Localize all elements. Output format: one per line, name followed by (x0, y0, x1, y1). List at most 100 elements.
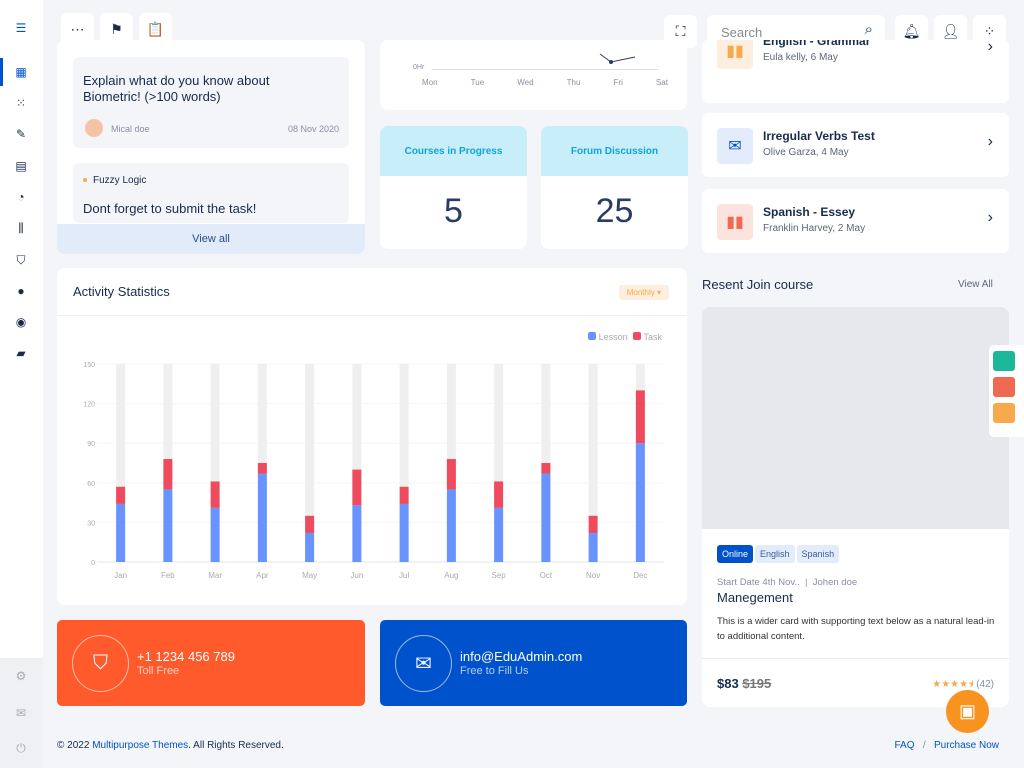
x-tick-label: Oct (540, 571, 553, 580)
chat-icon[interactable]: ▰ (16, 346, 26, 360)
faq-link[interactable]: FAQ (894, 740, 915, 751)
y-tick-label: 60 (87, 481, 95, 488)
bar-task (541, 463, 551, 474)
course-meta: Start Date 4th Nov.. | Johen doe (717, 577, 858, 588)
day-label: Mon (422, 78, 438, 87)
weekly-chart-card: 0Hr Mon Tue Wed Thu Fri Sat (380, 40, 687, 110)
course-image (702, 307, 1009, 529)
purchase-link[interactable]: Purchase Now (933, 740, 999, 751)
sidebar: ☰ ▦ ⁙ ✎ ▤ ◔ ⫼ ⛉ ● ◉ ▰ ⚙ ✉ ⏻ (0, 0, 43, 768)
y-tick-label: 150 (83, 362, 95, 369)
date: 08 Nov 2020 (287, 124, 339, 134)
chart-pie-icon[interactable]: ◔ (17, 190, 25, 204)
y-tick-label: 0 (91, 560, 95, 567)
settings-icon[interactable]: ⚙ (15, 669, 27, 683)
tag[interactable]: Online (717, 545, 754, 563)
apps-icon[interactable]: ⁙ (15, 96, 27, 110)
mail-icon: ✉ (717, 128, 753, 164)
document-icon[interactable]: ▤ (15, 159, 27, 173)
day-label: Thu (566, 78, 581, 87)
mail-icon[interactable]: ✉ (15, 706, 27, 720)
lesson-item[interactable]: ▮▮ Spanish - Essey Franklin Harvey, 2 May… (702, 189, 1009, 253)
lesson-title: Irregular Verbs Test (763, 129, 875, 143)
edit-icon[interactable]: ✎ (15, 127, 27, 141)
view-all-button[interactable]: View all (57, 224, 365, 254)
bar-lesson (210, 507, 220, 562)
y-tick-label: 30 (87, 520, 95, 527)
window-icon[interactable] (993, 403, 1015, 423)
lesson-title: Spanish - Essey (763, 205, 856, 219)
lesson-item[interactable]: ✉ Irregular Verbs Test Olive Garza, 4 May… (702, 113, 1009, 177)
x-axis-labels: Mon Tue Wed Thu Fri Sat (422, 78, 668, 87)
lesson-item[interactable]: ▮▮ English - Grammar Eula kelly, 6 May › (702, 40, 1009, 103)
chat-fab-button[interactable]: ▣ (946, 690, 989, 733)
divider (702, 658, 1009, 659)
price: $83 $195 (717, 676, 771, 691)
power-icon[interactable]: ⏻ (16, 741, 26, 755)
bar-lesson (305, 532, 315, 562)
tag[interactable]: Spanish (796, 545, 840, 563)
stat-value: 25 (595, 192, 634, 230)
copyright: © 2022 Multipurpose Themes. All Rights R… (57, 740, 284, 751)
topic-text: Dont forget to submit the task! (83, 201, 257, 216)
brand-link[interactable]: Multipurpose Themes (92, 740, 189, 751)
sidebar-footer: ⚙ ✉ ⏻ (0, 658, 43, 768)
activity-statistics-card: Activity Statistics Monthly ▾ Lesson Tas… (57, 268, 687, 605)
contact-line1: +1 1234 456 789 (137, 649, 235, 664)
basket-icon: ⛉ (72, 635, 129, 692)
floating-toolbar (989, 345, 1024, 437)
courses-in-progress-card[interactable]: Courses in Progress 5 (380, 126, 527, 249)
basket-icon[interactable]: ⛉ (16, 253, 26, 267)
image-icon[interactable] (993, 377, 1015, 397)
copyright-year: © 2022 (57, 740, 90, 751)
chevron-right-icon[interactable]: › (987, 133, 993, 150)
questions-card: Explain what do you know about Biometric… (57, 40, 365, 254)
contact-line2: Toll Free (137, 665, 180, 677)
chevron-right-icon[interactable]: › (987, 40, 993, 55)
camera-icon[interactable] (993, 351, 1015, 371)
author: Mical doe (111, 124, 150, 134)
bar-lesson (163, 489, 173, 562)
view-all-link[interactable]: View All (958, 279, 993, 290)
bar-lesson (257, 473, 267, 562)
phone-contact-card[interactable]: ⛉ +1 1234 456 789 Toll Free (57, 620, 365, 706)
rights-text: . All Rights Reserved. (188, 740, 284, 751)
tag[interactable]: English (755, 545, 795, 563)
bar-task (305, 515, 315, 533)
monthly-dropdown[interactable]: Monthly ▾ (618, 285, 669, 300)
tags: Online English Spanish (717, 544, 841, 563)
course-card[interactable]: Online English Spanish Start Date 4th Nov.… (702, 307, 1009, 707)
x-tick-label: Nov (586, 571, 600, 580)
question-item[interactable]: Explain what do you know about Biometric… (73, 57, 349, 148)
forum-discussion-card[interactable]: Forum Discussion 25 (541, 126, 688, 249)
topic-title: Fuzzy Logic (93, 175, 147, 186)
book-icon: ▮▮ (717, 204, 753, 240)
author: Johen doe (812, 577, 858, 588)
lesson-sub: Franklin Harvey, 2 May (763, 223, 866, 234)
bar-lesson (116, 503, 126, 562)
menu-toggle-icon[interactable]: ☰ (15, 21, 27, 35)
search-icon[interactable]: ⌕ (864, 21, 873, 38)
old-price: $195 (742, 676, 772, 691)
bar-task (635, 390, 645, 444)
chevron-right-icon[interactable]: › (987, 209, 993, 226)
bar-task (116, 486, 126, 504)
library-icon[interactable]: ⫼ (18, 221, 24, 235)
bar-background (116, 364, 126, 562)
bar-background (210, 364, 220, 562)
x-tick-label: Jul (399, 571, 409, 580)
user-icon[interactable]: ● (17, 284, 25, 298)
x-tick-label: Jan (114, 571, 127, 580)
bar-task (163, 459, 173, 490)
course-title: Manegement (717, 590, 793, 605)
topic-item[interactable]: Fuzzy Logic Dont forget to submit the ta… (73, 163, 349, 223)
lock-icon[interactable]: ◉ (15, 315, 27, 329)
dashboard-icon[interactable]: ▦ (15, 65, 27, 79)
email-contact-card[interactable]: ✉ info@EduAdmin.com Free to Fill Us (380, 620, 687, 706)
x-tick-label: Mar (208, 571, 222, 580)
card-title: Activity Statistics (73, 284, 170, 299)
review-count: (42) (976, 679, 994, 690)
bar-lesson (588, 532, 598, 562)
bar-background (588, 364, 598, 562)
legend-swatch-lesson (588, 332, 597, 340)
